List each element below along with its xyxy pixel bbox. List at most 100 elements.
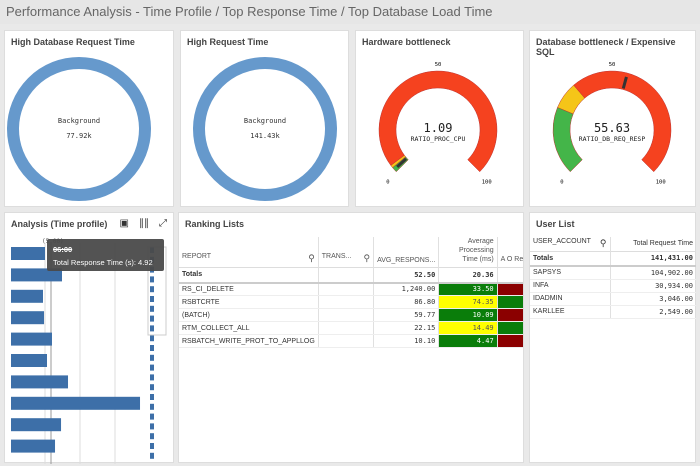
bar	[11, 289, 43, 303]
panel-title: User List	[536, 219, 575, 229]
minimap-bar	[150, 384, 154, 391]
bar	[11, 247, 45, 260]
ranking-panel[interactable]: Ranking Lists REPORT ⚲ TRANS... ⚲ AVG_RESP…	[178, 212, 524, 463]
table-row[interactable]: RSBTCRTE 86.80 74.35	[179, 295, 523, 309]
gauge-panel-database[interactable]: Database bottleneck / Expensive SQL 55.6…	[529, 30, 696, 207]
user-table: USER_ACCOUNT ⚲ Total Request Time Totals …	[530, 237, 696, 319]
extra-cell	[497, 295, 523, 309]
totals-avg: 52.50	[373, 267, 440, 284]
column-header-report[interactable]: REPORT ⚲	[179, 237, 319, 268]
gauge-measure: RATIO_DB_REQ_RESP	[579, 135, 646, 143]
extra-cell: 1	[497, 282, 523, 296]
donut-value: 141.43k	[250, 132, 280, 140]
column-header-truncated[interactable]: A O Requ	[497, 237, 523, 268]
proc-cell: 10.09	[438, 308, 498, 322]
gauge-band	[573, 70, 672, 173]
minimap-bar	[150, 286, 154, 293]
column-header-avg-processing[interactable]: Average Processing Time (ms)	[438, 237, 498, 268]
panel-title: Ranking Lists	[185, 219, 245, 229]
panel-title: High Request Time	[187, 37, 269, 47]
minimap-bar	[150, 364, 154, 371]
gauge-tick-mid: 50	[609, 62, 616, 68]
totals-proc: 20.36	[438, 267, 498, 284]
trans-cell	[318, 334, 375, 348]
minimap-bar	[150, 443, 154, 449]
minimap-bar	[150, 374, 154, 381]
time-cell: 104,902.00	[610, 266, 696, 280]
minimap-bar	[150, 296, 154, 302]
minimap-bar	[150, 276, 154, 283]
minimap-bar	[150, 305, 154, 312]
table-row[interactable]: (BATCH) 59.77 10.09	[179, 308, 523, 322]
user-list-panel[interactable]: User List USER_ACCOUNT ⚲ Total Request Ti…	[529, 212, 696, 463]
proc-cell: 14.49	[438, 321, 498, 335]
column-header-user-account[interactable]: USER_ACCOUNT ⚲	[530, 237, 611, 251]
bar-chart[interactable]: (5.00)	[5, 213, 175, 464]
donut-value: 77.92k	[66, 132, 92, 140]
column-header-avg-response[interactable]: AVG_RESPONS...	[373, 237, 440, 268]
trans-cell	[318, 295, 375, 309]
gauge-tick-mid: 50	[435, 62, 442, 68]
gauge-needle	[396, 157, 408, 168]
columns-icon[interactable]: ∥∥	[139, 218, 149, 229]
search-icon[interactable]: ⚲	[599, 238, 607, 249]
app-title: Performance Analysis - Time Profile / To…	[0, 0, 700, 24]
avg-cell: 1,240.00	[373, 282, 440, 296]
table-row[interactable]: INFA 30,934.00	[530, 279, 696, 293]
column-header-total-request-time[interactable]: Total Request Time	[633, 240, 693, 248]
table-row[interactable]: SAPSYS 104,902.00	[530, 266, 696, 280]
donut-chart: Background 141.43k	[193, 57, 337, 201]
report-cell: (BATCH)	[179, 308, 319, 322]
user-cell: IDADMIN	[530, 292, 611, 306]
gauge-tick-min: 0	[560, 180, 563, 186]
panel-title: Analysis (Time profile)	[11, 219, 108, 229]
table-row[interactable]: KARLLEE 2,549.00	[530, 305, 696, 319]
minimap-bar	[150, 413, 154, 420]
bar	[11, 311, 45, 325]
minimap-bar	[150, 423, 154, 430]
user-cell: KARLLEE	[530, 305, 611, 319]
time-cell: 3,046.00	[610, 292, 696, 306]
expand-icon[interactable]: ⤢	[159, 218, 167, 229]
tooltip-text: Total Response Time (s): 4.92	[53, 258, 153, 267]
trans-cell	[318, 321, 375, 335]
donut-panel-db-request[interactable]: High Database Request Time Background 77.…	[4, 30, 174, 207]
user-cell: INFA	[530, 279, 611, 293]
gauge-panel-hardware[interactable]: Hardware bottleneck 1.09 RATIO_PROC_CPU 50…	[355, 30, 524, 207]
totals-label: Totals	[179, 267, 319, 284]
report-cell: RTM_COLLECT_ALL	[179, 321, 319, 335]
donut-panel-request[interactable]: High Request Time Background 141.43k	[180, 30, 349, 207]
donut-chart: Background 77.92k	[7, 57, 151, 201]
bar	[11, 418, 62, 432]
report-cell: RS_CI_DELETE	[179, 282, 319, 296]
report-cell: RSBTCRTE	[179, 295, 319, 309]
table-row[interactable]: RSBATCH_WRITE_PROT_TO_APPLLOG 10.10 4.47	[179, 334, 523, 348]
table-row[interactable]: RTM_COLLECT_ALL 22.15 14.49	[179, 321, 523, 335]
camera-icon[interactable]: ▣	[119, 218, 129, 229]
table-row[interactable]: IDADMIN 3,046.00	[530, 292, 696, 306]
search-icon[interactable]: ⚲	[363, 253, 371, 263]
tooltip: 06:00 Total Response Time (s): 4.92	[47, 239, 164, 271]
gauge-tick-max: 100	[656, 180, 666, 186]
extra-cell	[497, 334, 523, 348]
minimap-bar	[150, 325, 154, 332]
extra-cell	[497, 308, 523, 322]
avg-cell: 10.10	[373, 334, 440, 348]
ranking-table: REPORT ⚲ TRANS... ⚲ AVG_RESPONS... Average…	[179, 237, 523, 348]
avg-cell: 59.77	[373, 308, 440, 322]
minimap-bar	[150, 394, 154, 400]
donut-label: Background	[58, 117, 100, 125]
donut-label: Background	[244, 117, 286, 125]
donut-ring	[7, 57, 151, 201]
column-header-trans[interactable]: TRANS... ⚲	[318, 237, 375, 268]
user-cell: SAPSYS	[530, 266, 611, 280]
bar	[11, 396, 141, 410]
search-icon[interactable]: ⚲	[308, 253, 315, 263]
bar	[11, 354, 48, 367]
extra-cell	[497, 321, 523, 335]
avg-cell: 22.15	[373, 321, 440, 335]
panel-title: High Database Request Time	[11, 37, 135, 47]
time-cell: 30,934.00	[610, 279, 696, 293]
